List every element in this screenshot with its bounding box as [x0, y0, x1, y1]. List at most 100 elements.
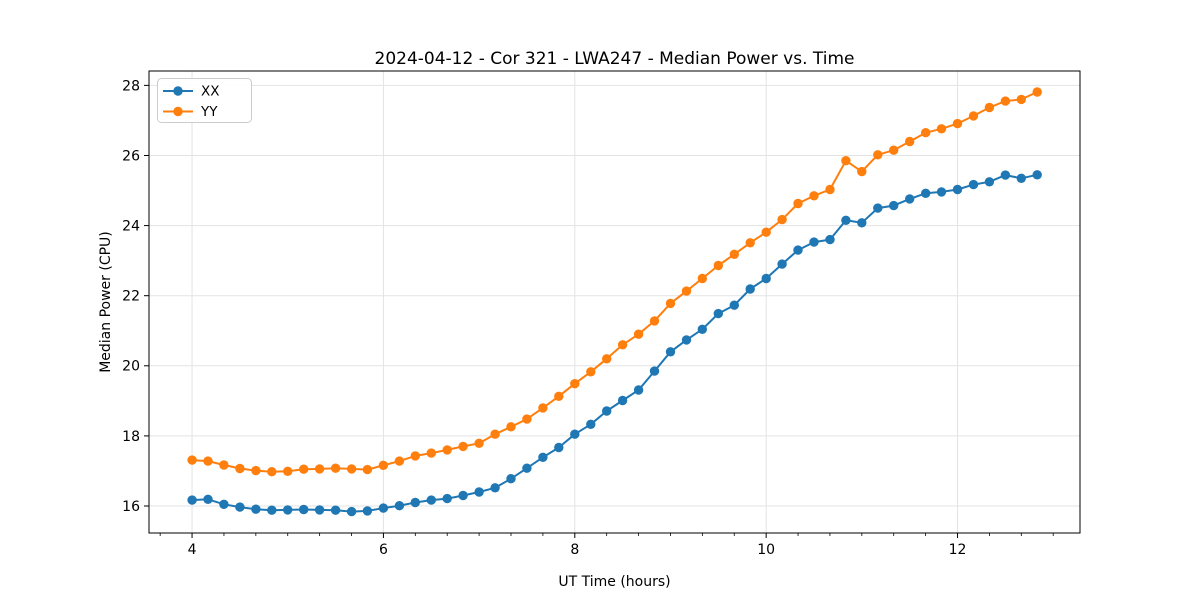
data-point — [362, 506, 373, 516]
data-point — [299, 464, 309, 474]
data-point — [394, 501, 405, 511]
data-point — [219, 460, 229, 470]
data-point — [538, 403, 548, 413]
data-point — [203, 494, 213, 504]
x-tick-label: 12 — [949, 542, 967, 558]
legend-entry-xx: XX — [163, 84, 220, 100]
tick-labels: 4 6 8 10 12 16 18 20 22 24 26 28 — [122, 78, 966, 558]
data-point — [426, 495, 436, 505]
data-point — [905, 136, 915, 147]
data-point — [921, 188, 931, 198]
data-point — [378, 503, 389, 513]
data-point — [793, 245, 803, 255]
y-tick-label: 16 — [122, 499, 140, 515]
data-point — [538, 452, 548, 462]
data-point — [314, 464, 325, 474]
data-point — [1000, 96, 1011, 106]
data-point — [809, 237, 819, 247]
data-point — [490, 429, 500, 439]
data-point — [968, 111, 979, 121]
data-point — [984, 102, 995, 113]
axes — [144, 70, 1081, 538]
series-yy — [187, 87, 1042, 477]
data-point — [841, 215, 851, 225]
data-point — [825, 184, 835, 195]
y-tick-label: 22 — [122, 289, 140, 305]
data-point — [442, 445, 452, 455]
data-point — [873, 203, 883, 213]
data-point — [442, 493, 452, 504]
data-point — [474, 438, 484, 448]
y-tick-label: 18 — [122, 429, 140, 445]
data-point — [889, 200, 899, 211]
data-point — [809, 191, 819, 201]
data-point — [219, 499, 229, 509]
data-point — [936, 124, 947, 134]
gridlines — [149, 71, 1080, 533]
data-point — [729, 249, 739, 259]
data-point — [952, 184, 963, 195]
data-point — [889, 145, 899, 155]
data-point — [681, 286, 692, 296]
data-point — [1016, 173, 1026, 183]
y-tick-label: 20 — [122, 359, 140, 375]
data-point — [825, 234, 835, 245]
data-point — [665, 347, 676, 357]
data-point — [936, 187, 947, 197]
series-xx — [187, 170, 1042, 517]
data-point — [681, 335, 692, 345]
x-tick-label: 4 — [188, 542, 197, 558]
data-point — [761, 227, 771, 237]
data-point — [1016, 94, 1026, 105]
data-point — [777, 214, 787, 225]
data-point — [570, 379, 580, 389]
x-tick-label: 8 — [570, 542, 579, 558]
data-point — [745, 238, 755, 248]
data-point — [474, 487, 484, 497]
chart-title: 2024-04-12 - Cor 321 - LWA247 - Median P… — [375, 49, 855, 69]
x-tick-label: 10 — [757, 542, 775, 558]
data-point — [873, 150, 883, 160]
data-point — [267, 505, 277, 515]
data-point — [617, 340, 628, 350]
data-point — [841, 156, 851, 166]
legend-label-yy: YY — [200, 104, 218, 120]
data-point — [346, 506, 357, 517]
data-point — [1032, 170, 1042, 180]
data-point — [522, 463, 532, 473]
data-point — [187, 495, 197, 505]
data-point — [314, 505, 325, 515]
legend: XX YY — [157, 78, 252, 123]
data-point — [554, 442, 564, 453]
data-point — [506, 422, 516, 432]
data-point — [586, 367, 596, 377]
data-point — [857, 166, 867, 177]
data-point — [458, 490, 468, 501]
x-tick-label: 6 — [379, 542, 388, 558]
data-point — [777, 259, 787, 269]
data-point — [633, 329, 644, 339]
data-point — [458, 441, 468, 452]
data-point — [602, 406, 612, 416]
y-axis-label: Median Power (CPU) — [98, 231, 114, 373]
data-point — [729, 300, 739, 310]
data-point — [713, 260, 723, 271]
data-point — [793, 198, 803, 209]
data-point — [649, 366, 660, 376]
data-point — [283, 505, 293, 515]
data-point — [697, 273, 707, 284]
data-point — [522, 414, 532, 424]
data-point — [362, 464, 373, 475]
data-point — [330, 505, 341, 515]
data-point — [410, 497, 420, 508]
data-point — [633, 385, 644, 395]
data-point — [330, 463, 341, 473]
data-point — [346, 464, 357, 474]
legend-marker-yy-icon — [173, 106, 183, 117]
y-tick-label: 28 — [122, 78, 140, 94]
data-point — [761, 273, 771, 284]
data-point — [745, 284, 755, 294]
x-axis-label: UT Time (hours) — [558, 574, 670, 590]
